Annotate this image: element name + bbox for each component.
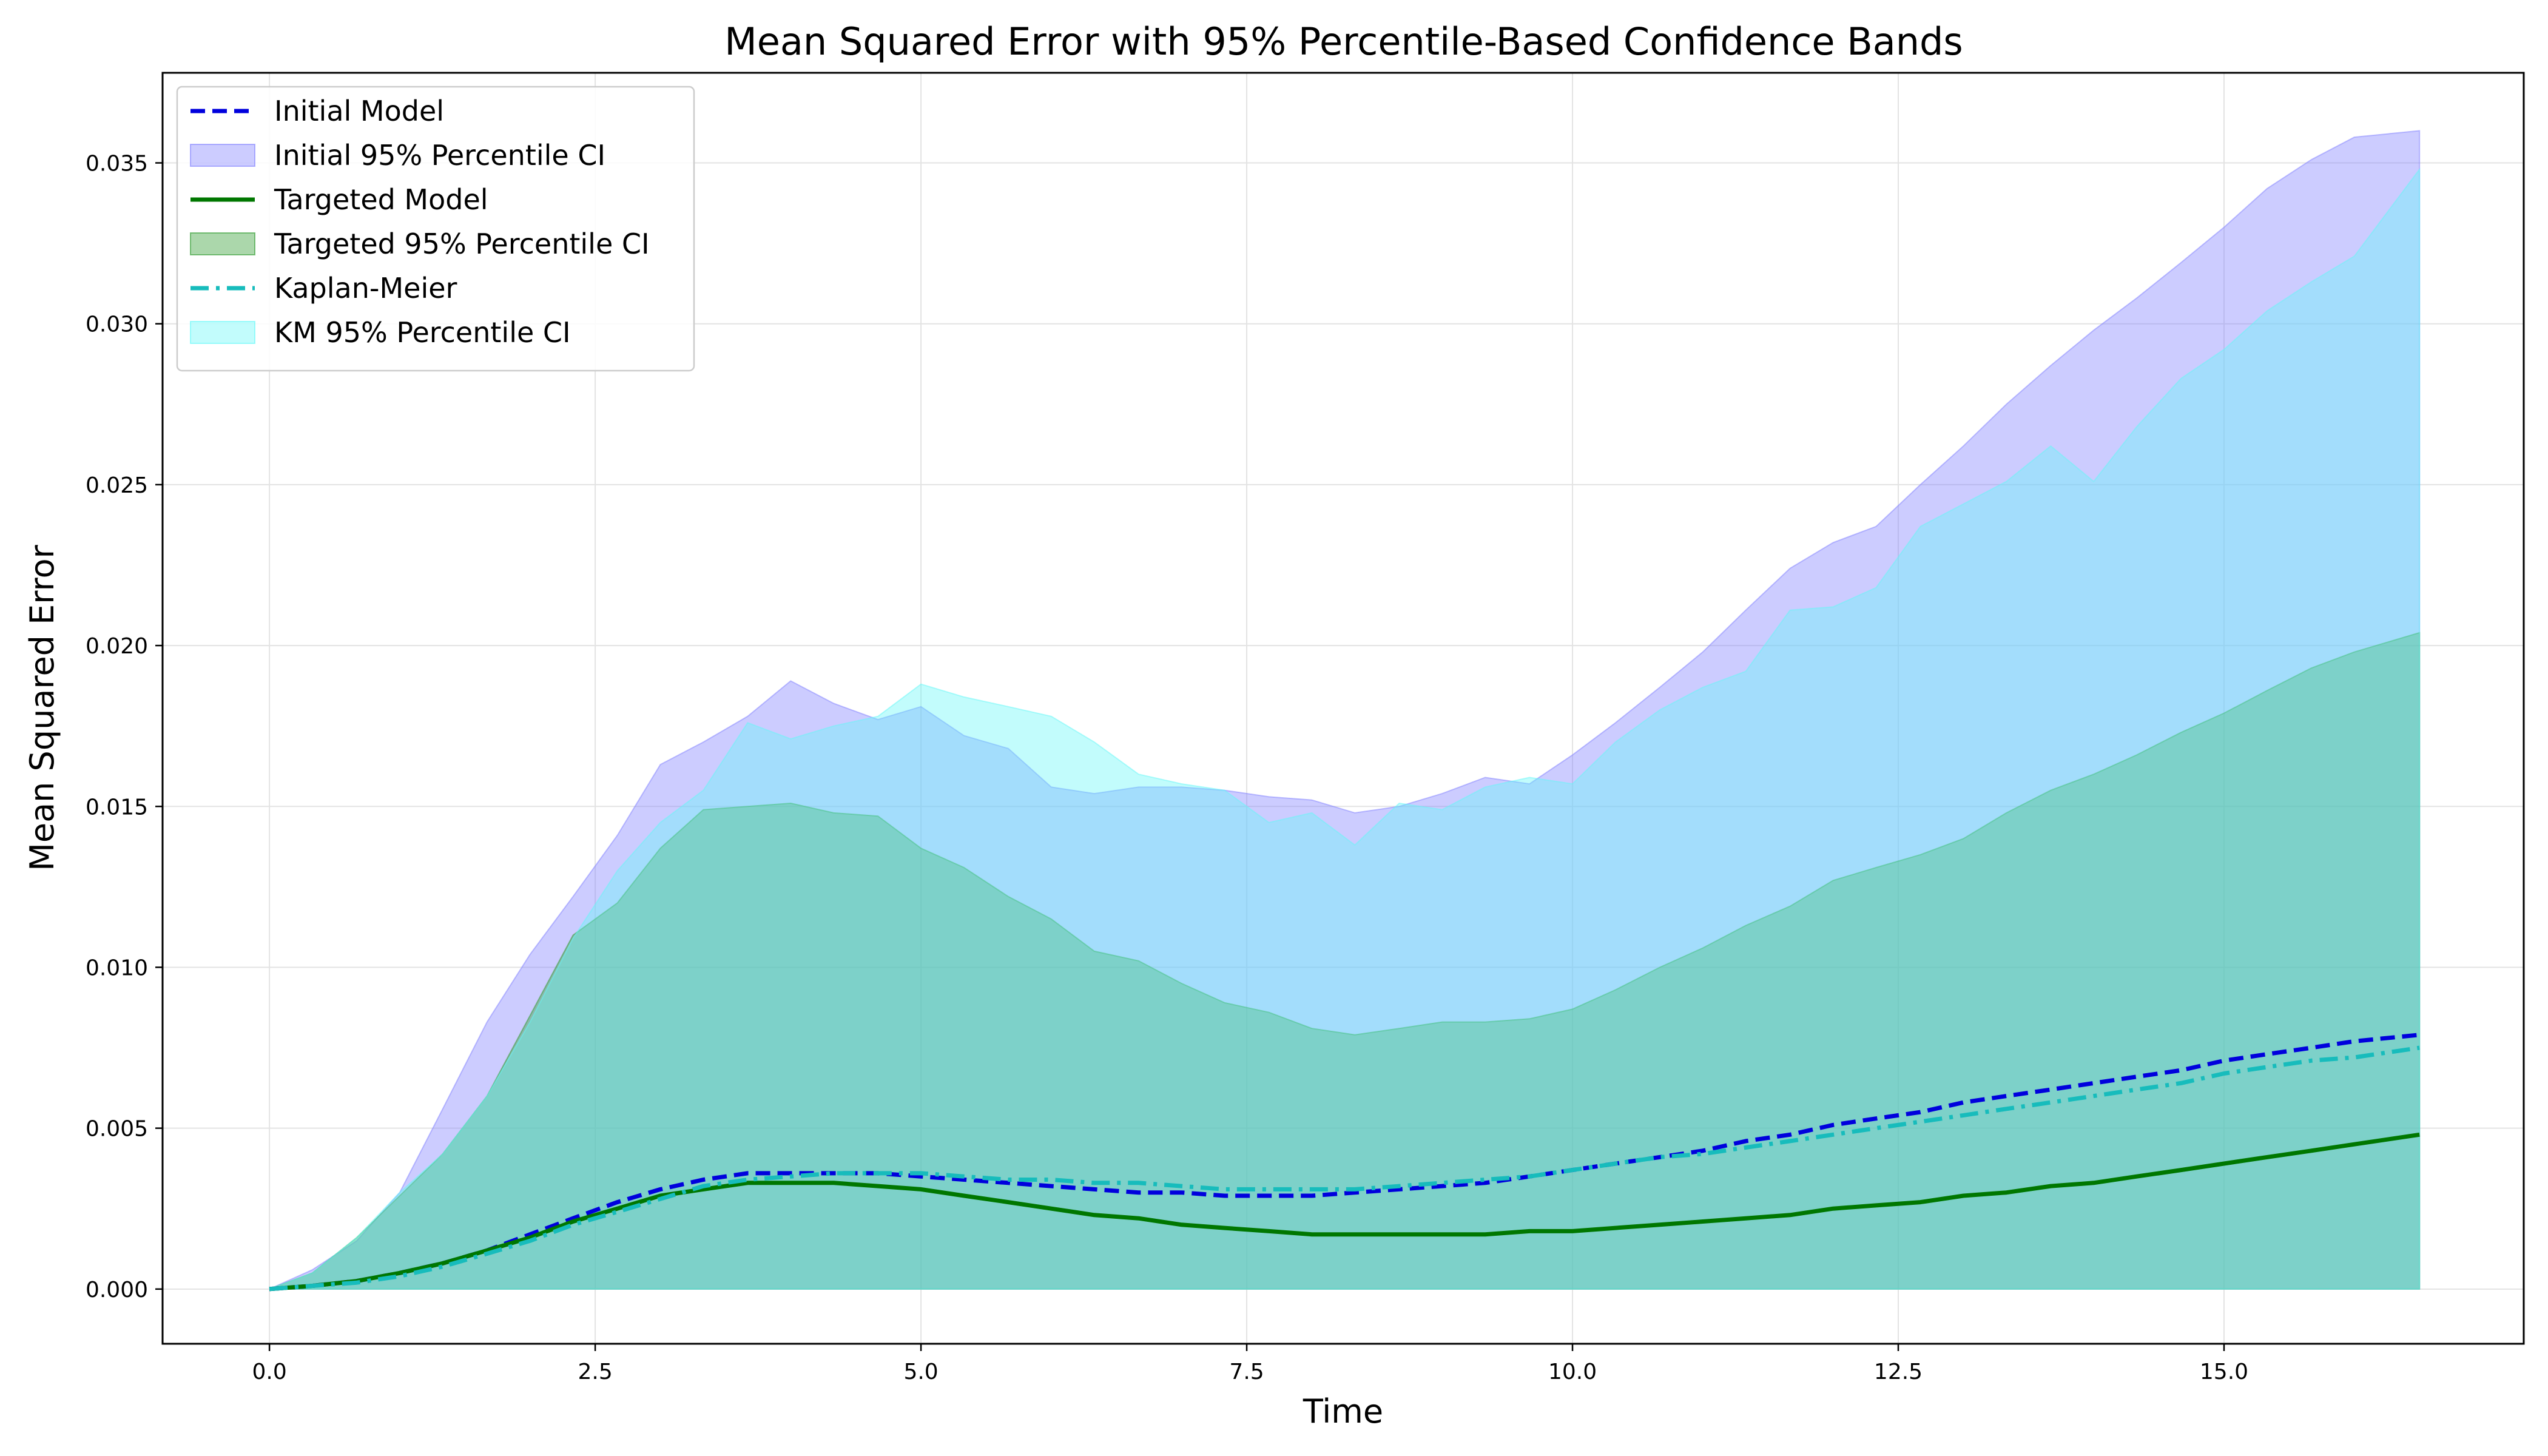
legend-swatch-km-95-percentile-ci (190, 321, 255, 344)
y-tick-label: 0.015 (86, 795, 148, 820)
legend-label-initial-model: Initial Model (274, 95, 444, 127)
x-tick-label: 15.0 (2200, 1360, 2248, 1384)
legend-swatch-targeted-95-percentile-ci (190, 232, 255, 255)
x-tick-label: 5.0 (903, 1360, 938, 1384)
x-axis-label: Time (1303, 1392, 1383, 1431)
legend-label-km-95-percentile-ci: KM 95% Percentile CI (274, 316, 571, 349)
km-95-percentile-ci-band (269, 167, 2421, 1290)
y-tick-label: 0.025 (86, 473, 148, 498)
x-tick-label: 2.5 (578, 1360, 612, 1384)
y-tick-label: 0.035 (86, 152, 148, 177)
chart-title: Mean Squared Error with 95% Percentile-B… (724, 19, 1963, 64)
x-tick-label: 12.5 (1874, 1360, 1923, 1384)
legend-label-targeted-95-percentile-ci: Targeted 95% Percentile CI (274, 228, 650, 260)
targeted-model-line (269, 1132, 2420, 1292)
x-axis-ticks: 0.0 2.5 5.0 7.5 10.0 12.5 15.0 (252, 1344, 2248, 1384)
legend-swatch-initial-95-percentile-ci (190, 144, 255, 167)
y-tick-label: 0.000 (86, 1278, 148, 1303)
y-tick-label: 0.010 (86, 956, 148, 980)
y-tick-label: 0.020 (86, 634, 148, 659)
legend-label-kaplan-meier: Kaplan-Meier (274, 272, 457, 305)
x-tick-label: 0.0 (252, 1360, 286, 1384)
legend-label-initial-95-percentile-ci: Initial 95% Percentile CI (274, 139, 605, 172)
kaplan-meier-line (269, 1045, 2420, 1292)
y-tick-label: 0.005 (86, 1117, 148, 1142)
x-tick-label: 10.0 (1548, 1360, 1597, 1384)
plot-frame (161, 72, 2525, 1345)
y-axis-ticks: 0.000 0.005 0.010 0.015 0.020 0.025 0.030 0.035 (86, 152, 163, 1303)
legend: Initial Model Initial 95% Percentile CI Ta… (176, 86, 695, 372)
legend-box (176, 86, 695, 372)
y-tick-label: 0.030 (86, 312, 148, 337)
x-tick-label: 7.5 (1229, 1360, 1264, 1384)
initial-model-line (269, 1033, 2420, 1292)
confidence-bands (269, 130, 2421, 1290)
legend-label-targeted-model: Targeted Model (274, 183, 488, 216)
series-lines (269, 1033, 2420, 1292)
y-axis-label: Mean Squared Error (23, 544, 61, 871)
